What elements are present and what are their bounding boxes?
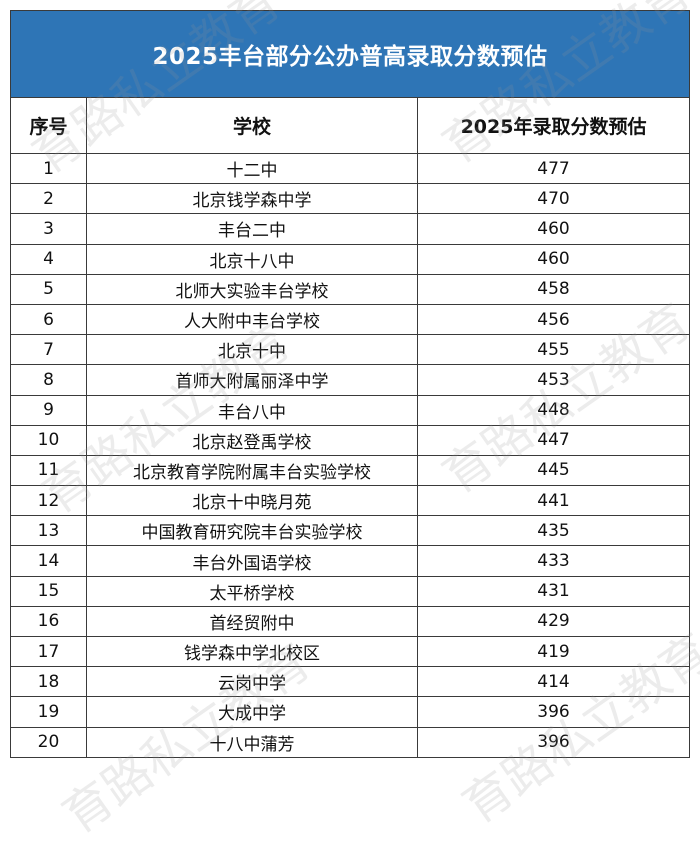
cell-index: 12 [10,485,87,517]
cell-school: 十八中蒲芳 [86,726,418,758]
cell-school: 人大附中丰台学校 [86,303,418,336]
cell-index: 8 [10,364,87,396]
cell-score: 396 [416,696,691,728]
cell-score: 460 [416,243,691,275]
table-row: 9 丰台八中 448 [10,394,691,426]
cell-index: 2 [10,183,87,215]
table-row: 1 十二中 477 [10,152,691,185]
table-row: 17 钱学森中学北校区 419 [10,635,691,668]
table-row: 6 人大附中丰台学校 456 [10,303,691,336]
cell-index: 13 [10,515,87,547]
cell-school: 钱学森中学北校区 [86,635,418,668]
cell-school: 丰台外国语学校 [86,545,418,577]
cell-school: 太平桥学校 [86,575,418,607]
cell-index: 15 [10,575,87,607]
cell-index: 17 [10,635,87,668]
cell-score: 455 [416,334,691,366]
cell-school: 北京十八中 [86,243,418,275]
table-row: 15 太平桥学校 431 [10,575,691,607]
table-row: 10 北京赵登禹学校 447 [10,424,691,456]
cell-index: 4 [10,243,87,275]
table-row: 18 云岗中学 414 [10,666,691,698]
table-row: 14 丰台外国语学校 433 [10,545,691,577]
cell-index: 5 [10,273,87,305]
cell-index: 9 [10,394,87,426]
cell-school: 北京十中晓月苑 [86,485,418,517]
cell-index: 6 [10,303,87,336]
cell-school: 北京钱学森中学 [86,183,418,215]
cell-index: 1 [10,152,87,185]
table-row: 2 北京钱学森中学 470 [10,183,691,215]
cell-score: 456 [416,303,691,336]
cell-school: 丰台二中 [86,213,418,245]
table-body: 1 十二中 477 2 北京钱学森中学 470 3 丰台二中 460 4 北京十八中 460 5 北师大实… [10,152,691,758]
table-row: 11 北京教育学院附属丰台实验学校 445 [10,454,691,487]
table-row: 8 首师大附属丽泽中学 453 [10,364,691,396]
cell-score: 447 [416,424,691,456]
cell-index: 11 [10,454,87,487]
score-table-container: 2025丰台部分公办普高录取分数预估 序号 学校 2025年录取分数预估 1 十二… [9,10,691,758]
cell-score: 453 [416,364,691,396]
cell-score: 419 [416,635,691,668]
table-row: 16 首经贸附中 429 [10,605,691,638]
cell-score: 414 [416,666,691,698]
cell-school: 中国教育研究院丰台实验学校 [86,515,418,547]
cell-score: 429 [416,605,691,638]
table-row: 7 北京十中 455 [10,334,691,366]
cell-score: 470 [416,183,691,215]
table-row: 5 北师大实验丰台学校 458 [10,273,691,305]
cell-index: 10 [10,424,87,456]
cell-score: 433 [416,545,691,577]
cell-index: 3 [10,213,87,245]
cell-school: 北京十中 [86,334,418,366]
cell-school: 十二中 [86,152,418,185]
cell-school: 首师大附属丽泽中学 [86,364,418,396]
cell-score: 445 [416,454,691,487]
cell-score: 431 [416,575,691,607]
header-index: 序号 [10,97,87,154]
cell-school: 云岗中学 [86,666,418,698]
cell-school: 北师大实验丰台学校 [86,273,418,305]
cell-index: 14 [10,545,87,577]
header-score: 2025年录取分数预估 [416,97,691,154]
header-school: 学校 [86,97,418,154]
cell-school: 首经贸附中 [86,605,418,638]
cell-school: 北京教育学院附属丰台实验学校 [86,454,418,487]
cell-index: 20 [10,726,87,758]
cell-score: 396 [416,726,691,758]
cell-score: 477 [416,152,691,185]
cell-index: 18 [10,666,87,698]
cell-school: 丰台八中 [86,394,418,426]
table-row: 19 大成中学 396 [10,696,691,728]
cell-score: 458 [416,273,691,305]
table-row: 12 北京十中晓月苑 441 [10,485,691,517]
cell-school: 大成中学 [86,696,418,728]
score-table: 2025丰台部分公办普高录取分数预估 序号 学校 2025年录取分数预估 1 十二… [9,10,691,758]
table-row: 3 丰台二中 460 [10,213,691,245]
cell-index: 19 [10,696,87,728]
cell-score: 460 [416,213,691,245]
cell-index: 7 [10,334,87,366]
cell-index: 16 [10,605,87,638]
cell-score: 435 [416,515,691,547]
table-row: 13 中国教育研究院丰台实验学校 435 [10,515,691,547]
header-row: 序号 学校 2025年录取分数预估 [10,97,691,154]
table-row: 4 北京十八中 460 [10,243,691,275]
cell-score: 441 [416,485,691,517]
table-title: 2025丰台部分公办普高录取分数预估 [9,10,691,98]
cell-score: 448 [416,394,691,426]
table-row: 20 十八中蒲芳 396 [10,726,691,758]
cell-school: 北京赵登禹学校 [86,424,418,456]
